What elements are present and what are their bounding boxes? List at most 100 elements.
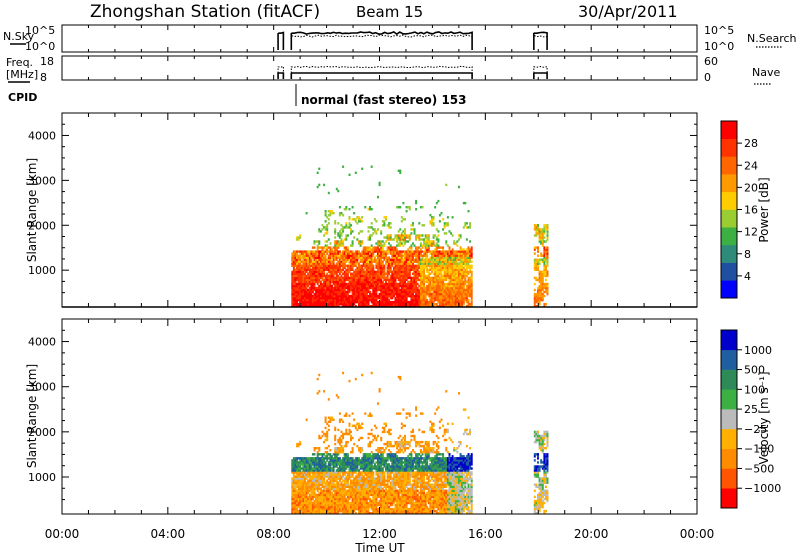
echo-cell xyxy=(332,503,335,507)
echo-cell xyxy=(388,260,391,263)
echo-cell xyxy=(310,256,313,259)
echo-cell xyxy=(313,512,316,515)
echo-cell xyxy=(383,258,386,261)
echo-cell xyxy=(373,258,376,261)
echo-cell xyxy=(300,457,303,460)
echo-cell xyxy=(402,240,405,243)
echo-cell xyxy=(294,497,297,501)
echo-cell xyxy=(291,286,294,290)
echo-cell xyxy=(443,224,446,227)
echo-cell xyxy=(375,262,378,265)
echo-cell xyxy=(389,248,392,251)
echo-cell xyxy=(323,284,326,288)
echo-cell xyxy=(412,284,414,288)
echo-cell xyxy=(370,165,373,168)
echo-cell xyxy=(446,266,449,270)
echo-cell xyxy=(296,305,299,308)
echo-cell xyxy=(367,296,370,300)
echo-cell xyxy=(324,220,327,223)
echo-cell xyxy=(340,286,343,290)
echo-cell xyxy=(446,294,449,298)
echo-cell xyxy=(467,248,470,251)
echo-cell xyxy=(399,262,402,265)
echo-cell xyxy=(372,303,375,306)
echo-cell xyxy=(361,256,364,259)
echo-cell xyxy=(451,278,454,282)
echo-cell xyxy=(323,296,326,300)
echo-cell xyxy=(334,438,337,442)
echo-cell xyxy=(535,266,538,270)
echo-cell xyxy=(413,266,416,270)
echo-cell xyxy=(467,282,470,286)
echo-cell xyxy=(419,282,422,286)
echo-cell xyxy=(342,459,345,462)
echo-cell xyxy=(331,467,333,470)
echo-cell xyxy=(369,282,372,286)
echo-cell xyxy=(400,270,403,274)
echo-cell xyxy=(442,284,445,288)
echo-cell xyxy=(426,248,429,251)
echo-cell xyxy=(304,254,306,257)
echo-cell xyxy=(415,252,418,255)
echo-cell xyxy=(438,260,441,263)
echo-cell xyxy=(367,208,370,211)
echo-cell xyxy=(302,254,305,257)
echo-cell xyxy=(311,457,314,460)
echo-cell xyxy=(440,288,443,292)
echo-cell xyxy=(397,276,400,280)
echo-cell xyxy=(397,278,400,282)
echo-cell xyxy=(327,428,330,432)
echo-cell xyxy=(545,288,547,292)
echo-cell xyxy=(297,272,300,276)
echo-cell xyxy=(380,258,383,261)
echo-cell xyxy=(429,260,432,263)
echo-cell xyxy=(533,292,536,296)
echo-cell xyxy=(461,264,464,268)
echo-cell xyxy=(296,272,299,276)
echo-cell xyxy=(415,274,418,278)
echo-cell xyxy=(375,246,378,249)
echo-cell xyxy=(456,290,459,294)
echo-cell xyxy=(470,260,473,263)
echo-cell xyxy=(297,479,300,482)
echo-cell xyxy=(338,420,341,424)
echo-cell xyxy=(318,459,321,462)
echo-cell xyxy=(297,481,300,484)
echo-cell xyxy=(310,477,313,480)
echo-cell xyxy=(292,497,295,501)
echo-cell xyxy=(459,290,462,294)
echo-cell xyxy=(412,254,414,257)
echo-cell xyxy=(415,280,418,284)
echo-cell xyxy=(323,305,326,308)
echo-cell xyxy=(397,272,400,276)
echo-cell xyxy=(361,260,364,263)
echo-cell xyxy=(381,246,384,249)
echo-cell xyxy=(294,505,297,509)
echo-cell xyxy=(305,286,308,290)
echo-cell xyxy=(426,264,429,268)
echo-cell xyxy=(311,453,314,456)
echo-cell xyxy=(440,264,443,268)
echo-cell xyxy=(410,254,413,257)
echo-cell xyxy=(404,278,406,282)
echo-cell xyxy=(423,298,426,302)
echo-cell xyxy=(372,276,375,280)
echo-cell xyxy=(300,487,303,491)
echo-cell xyxy=(405,234,408,237)
echo-cell xyxy=(296,479,299,482)
echo-cell xyxy=(465,292,468,296)
echo-cell xyxy=(323,507,326,511)
echo-cell xyxy=(302,459,305,462)
echo-cell xyxy=(308,463,311,466)
echo-cell xyxy=(458,264,460,268)
echo-cell xyxy=(394,250,397,253)
echo-cell xyxy=(543,286,546,290)
echo-cell xyxy=(396,240,399,243)
echo-cell xyxy=(323,489,326,493)
echo-cell xyxy=(432,244,435,247)
echo-cell xyxy=(440,276,443,280)
echo-cell xyxy=(450,288,453,292)
echo-cell xyxy=(410,224,413,227)
echo-cell xyxy=(410,258,413,261)
echo-cell xyxy=(340,440,343,444)
